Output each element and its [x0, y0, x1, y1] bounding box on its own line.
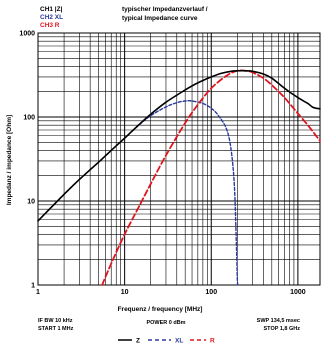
- footer-power: POWER 0 dBm: [146, 320, 185, 326]
- legend-label-r: R: [210, 338, 215, 345]
- channel-label-3: CH3 R: [40, 22, 60, 29]
- legend-label-xl: XL: [175, 338, 183, 345]
- footer-stop: STOP 1,8 GHz: [264, 326, 301, 332]
- x-tick-label: 10: [121, 289, 129, 296]
- footer-sweep: SWP 134,5 msec: [257, 318, 300, 324]
- legend-label-z: Z: [136, 338, 140, 345]
- footer-start: START 1 MHz: [38, 326, 74, 332]
- series-line-r: [101, 69, 321, 286]
- channel-label-2: CH2 XL: [40, 14, 63, 21]
- x-tick-label: 1000: [290, 289, 306, 296]
- y-tick-label: 100: [23, 115, 35, 122]
- series-line-z: [37, 69, 321, 222]
- y-tick-label: 1: [31, 283, 35, 290]
- y-axis-label: Impedanz / impedance [Ohm]: [6, 115, 13, 205]
- y-tick-label: 10: [27, 199, 35, 206]
- chart-title-line2: typical Impedance curve: [122, 15, 198, 22]
- x-axis-label: Frequenz / frequency [MHz]: [118, 306, 203, 313]
- channel-label-1: CH1 |Z|: [40, 6, 63, 13]
- curves: [37, 69, 321, 286]
- x-tick-label: 100: [205, 289, 217, 296]
- y-tick-label: 1000: [19, 31, 35, 38]
- chart-title-line1: typischer Impedanzverlauf /: [122, 6, 208, 13]
- footer-if-bw: IF BW 10 kHz: [38, 318, 73, 324]
- tick-labels: 1 10 100 1000 1 10 100 1000: [19, 31, 305, 297]
- x-tick-label: 1: [36, 289, 40, 296]
- legend: Z XL R: [118, 338, 215, 345]
- grid: [37, 32, 320, 286]
- plot-area: [37, 32, 321, 286]
